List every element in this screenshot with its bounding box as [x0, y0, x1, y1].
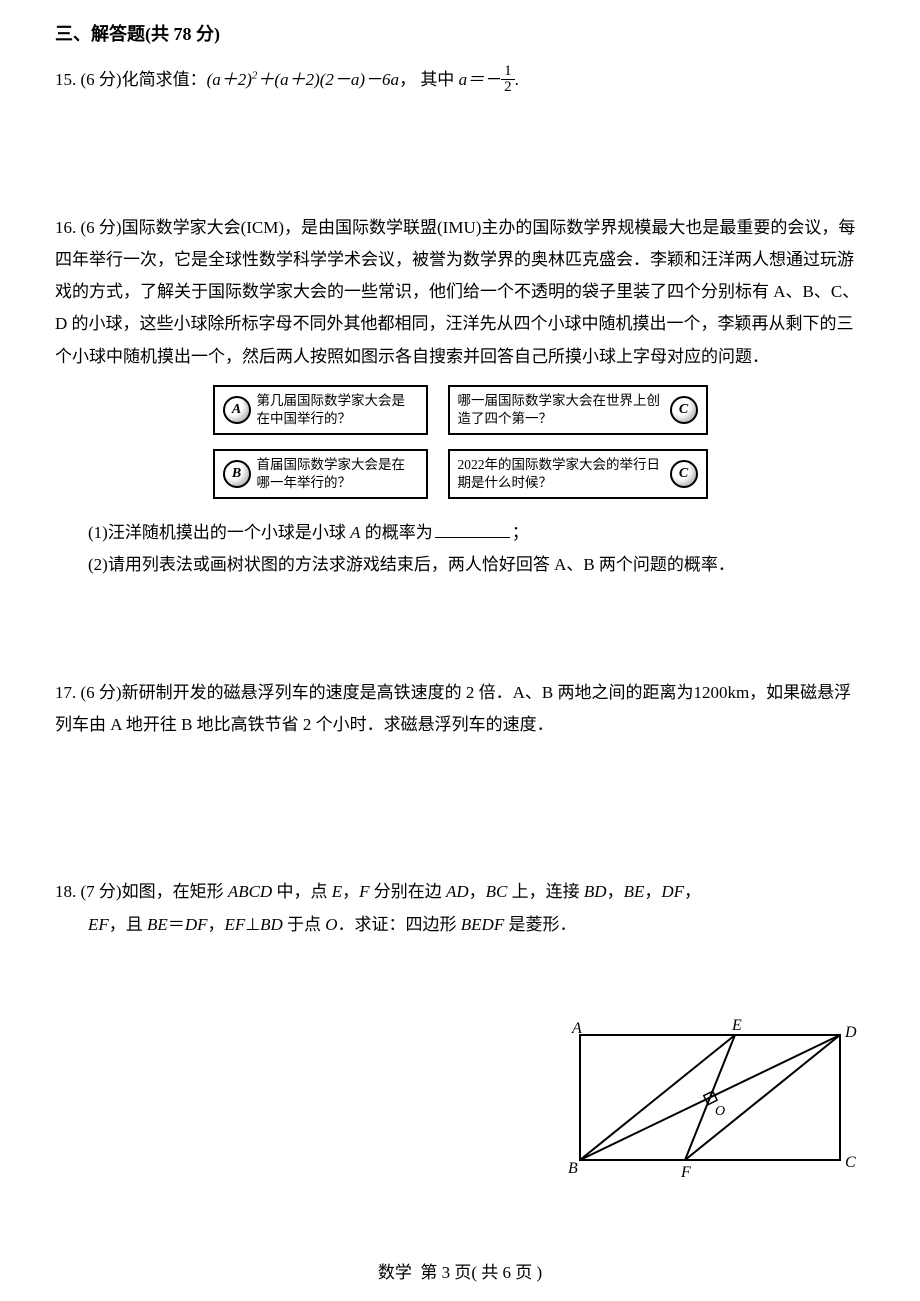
text: ，: [684, 882, 701, 901]
problem-18: 18. (7 分)如图，在矩形 ABCD 中，点 E，F 分别在边 AD，BC …: [55, 876, 865, 941]
text: ，且: [109, 915, 147, 934]
problem-points: (6 分): [81, 218, 122, 237]
card-b: B 首届国际数学家大会是在哪一年举行的？: [213, 449, 428, 499]
bedf: BEDF: [461, 915, 504, 934]
text: ．求证：四边形: [338, 915, 461, 934]
label-a: A: [571, 1020, 582, 1037]
abcd: ABCD: [228, 882, 272, 901]
q1-prefix: (1)汪洋随机摸出的一个小球是小球: [88, 523, 350, 542]
card-c-text: 哪一届国际数学家大会在世界上创造了四个第一？: [458, 392, 664, 428]
be: BE: [147, 915, 168, 934]
text: 分别在边: [370, 882, 447, 901]
problem-points: (6 分): [81, 70, 122, 89]
q1-mid: 的概率为: [360, 523, 432, 542]
problem-number: 16.: [55, 218, 76, 237]
geometry-figure: A E D B F C O: [560, 1015, 860, 1185]
text: 是菱形．: [504, 915, 576, 934]
denominator: 2: [501, 80, 515, 95]
text: ，: [644, 882, 661, 901]
section-title: 三、解答题(共 78 分): [55, 20, 865, 46]
work-space: [55, 602, 865, 677]
be: BE: [624, 882, 645, 901]
card-row-2: B 首届国际数学家大会是在哪一年举行的？ 2022年的国际数学家大会的举行日期是…: [213, 449, 708, 499]
fraction: 12: [501, 64, 515, 95]
point-e: E: [332, 882, 342, 901]
label-c: C: [845, 1154, 856, 1171]
problem-number: 15.: [55, 70, 76, 89]
equals: ＝: [168, 915, 185, 934]
text: ，: [207, 915, 224, 934]
rhombus-diagram: A E D B F C O: [560, 1015, 860, 1185]
equals: ＝－: [467, 70, 501, 89]
var-a: a: [459, 70, 468, 89]
footer-total: ( 共 6 页 ): [471, 1263, 542, 1282]
footer-page: 第 3 页: [420, 1263, 471, 1282]
period: .: [515, 70, 519, 89]
card-a-text: 第几届国际数学家大会是在中国举行的？: [257, 392, 418, 428]
card-c: 哪一届国际数学家大会在世界上创造了四个第一？ C: [448, 385, 708, 435]
label-d: D: [844, 1024, 857, 1041]
text: 上，连接: [507, 882, 584, 901]
point-f: F: [359, 882, 369, 901]
text: ，: [399, 70, 416, 89]
letter-a: A: [350, 523, 360, 542]
perp: ⊥: [245, 915, 260, 934]
card-d-text: 2022年的国际数学家大会的举行日期是什么时候？: [458, 456, 664, 492]
ef: EF: [88, 915, 109, 934]
df: DF: [185, 915, 208, 934]
footer-subject: 数学: [378, 1263, 412, 1282]
ball-icon-d: C: [670, 460, 698, 488]
problem-17: 17. (6 分)新研制开发的磁悬浮列车的速度是高铁速度的 2 倍．A、B 两地…: [55, 677, 865, 742]
label-b: B: [568, 1160, 578, 1177]
text: 于点: [283, 915, 326, 934]
cards-container: A 第几届国际数学家大会是在中国举行的？ 哪一届国际数学家大会在世界上创造了四个…: [55, 385, 865, 499]
problem-points: (7 分): [81, 882, 122, 901]
where-label: 其中: [420, 70, 458, 89]
card-a: A 第几届国际数学家大会是在中国举行的？: [213, 385, 428, 435]
question-1: (1)汪洋随机摸出的一个小球是小球 A 的概率为 ；: [88, 517, 865, 549]
text: 如图，在矩形: [122, 882, 228, 901]
problem-text: 国际数学家大会(ICM)，是由国际数学联盟(IMU)主办的国际数学界规模最大也是…: [55, 218, 859, 366]
problem-text: 新研制开发的磁悬浮列车的速度是高铁速度的 2 倍．A、B 两地之间的距离为120…: [55, 683, 851, 734]
math-expr: ＋(a＋2)(2－a)－6a: [257, 70, 399, 89]
problem-points: (6 分): [81, 683, 122, 702]
ball-icon-c: C: [670, 396, 698, 424]
ball-icon-a: A: [223, 396, 251, 424]
sub-questions: (1)汪洋随机摸出的一个小球是小球 A 的概率为 ； (2)请用列表法或画树状图的…: [55, 517, 865, 582]
ball-icon-b: B: [223, 460, 251, 488]
ad: AD: [446, 882, 469, 901]
bd: BD: [584, 882, 607, 901]
answer-blank[interactable]: [435, 537, 510, 538]
problem-15: 15. (6 分)化简求值：(a＋2) 2 ＋(a＋2)(2－a)－6a， 其中 a…: [55, 64, 865, 97]
text: 中，点: [272, 882, 332, 901]
card-b-text: 首届国际数学家大会是在哪一年举行的？: [257, 456, 418, 492]
bd: BD: [260, 915, 283, 934]
ef: EF: [224, 915, 245, 934]
numerator: 1: [501, 64, 515, 80]
label-e: E: [731, 1017, 742, 1034]
card-d: 2022年的国际数学家大会的举行日期是什么时候？ C: [448, 449, 708, 499]
problem-number: 17.: [55, 683, 76, 702]
line-2: EF，且 BE＝DF，EF⊥BD 于点 O．求证：四边形 BEDF 是菱形．: [55, 909, 865, 941]
problem-label: 化简求值：: [122, 70, 207, 89]
bc: BC: [486, 882, 508, 901]
q1-suffix: ；: [512, 523, 529, 542]
math-expr: (a＋2): [207, 70, 252, 89]
problem-number: 18.: [55, 882, 76, 901]
work-space: [55, 117, 865, 212]
point-o: O: [325, 915, 337, 934]
label-o: O: [715, 1104, 725, 1119]
problem-16: 16. (6 分)国际数学家大会(ICM)，是由国际数学联盟(IMU)主办的国际…: [55, 212, 865, 582]
df: DF: [661, 882, 684, 901]
text: ，: [607, 882, 624, 901]
work-space: [55, 761, 865, 876]
text: ，: [469, 882, 486, 901]
text: ，: [342, 882, 359, 901]
label-f: F: [680, 1164, 691, 1181]
card-row-1: A 第几届国际数学家大会是在中国举行的？ 哪一届国际数学家大会在世界上创造了四个…: [213, 385, 708, 435]
page-footer: 数学 第 3 页( 共 6 页 ): [0, 1258, 920, 1283]
question-2: (2)请用列表法或画树状图的方法求游戏结束后，两人恰好回答 A、B 两个问题的概…: [88, 549, 865, 581]
